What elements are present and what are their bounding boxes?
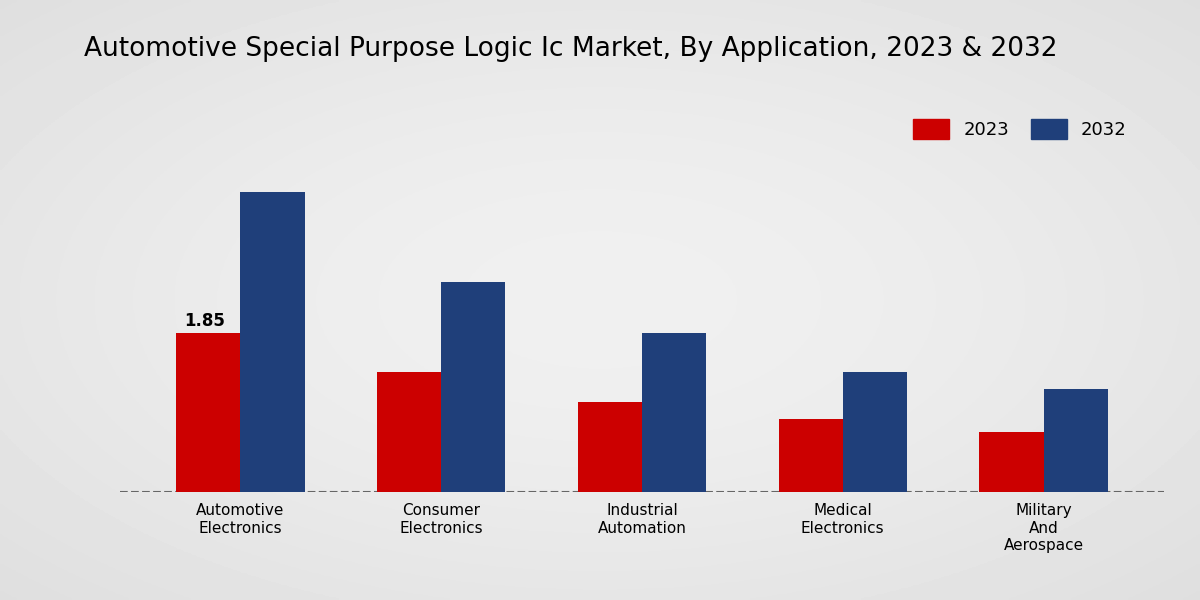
Bar xyxy=(1044,389,1108,492)
Bar xyxy=(377,372,442,492)
Text: 1.85: 1.85 xyxy=(184,312,224,330)
Bar xyxy=(779,419,842,492)
Legend: 2023, 2032: 2023, 2032 xyxy=(905,112,1134,146)
Bar xyxy=(577,402,642,492)
Bar xyxy=(642,334,707,492)
Text: Automotive Special Purpose Logic Ic Market, By Application, 2023 & 2032: Automotive Special Purpose Logic Ic Mark… xyxy=(84,36,1057,62)
Bar xyxy=(176,334,240,492)
Bar xyxy=(240,192,305,492)
Bar xyxy=(842,372,907,492)
Bar xyxy=(979,432,1044,492)
Bar xyxy=(442,282,505,492)
